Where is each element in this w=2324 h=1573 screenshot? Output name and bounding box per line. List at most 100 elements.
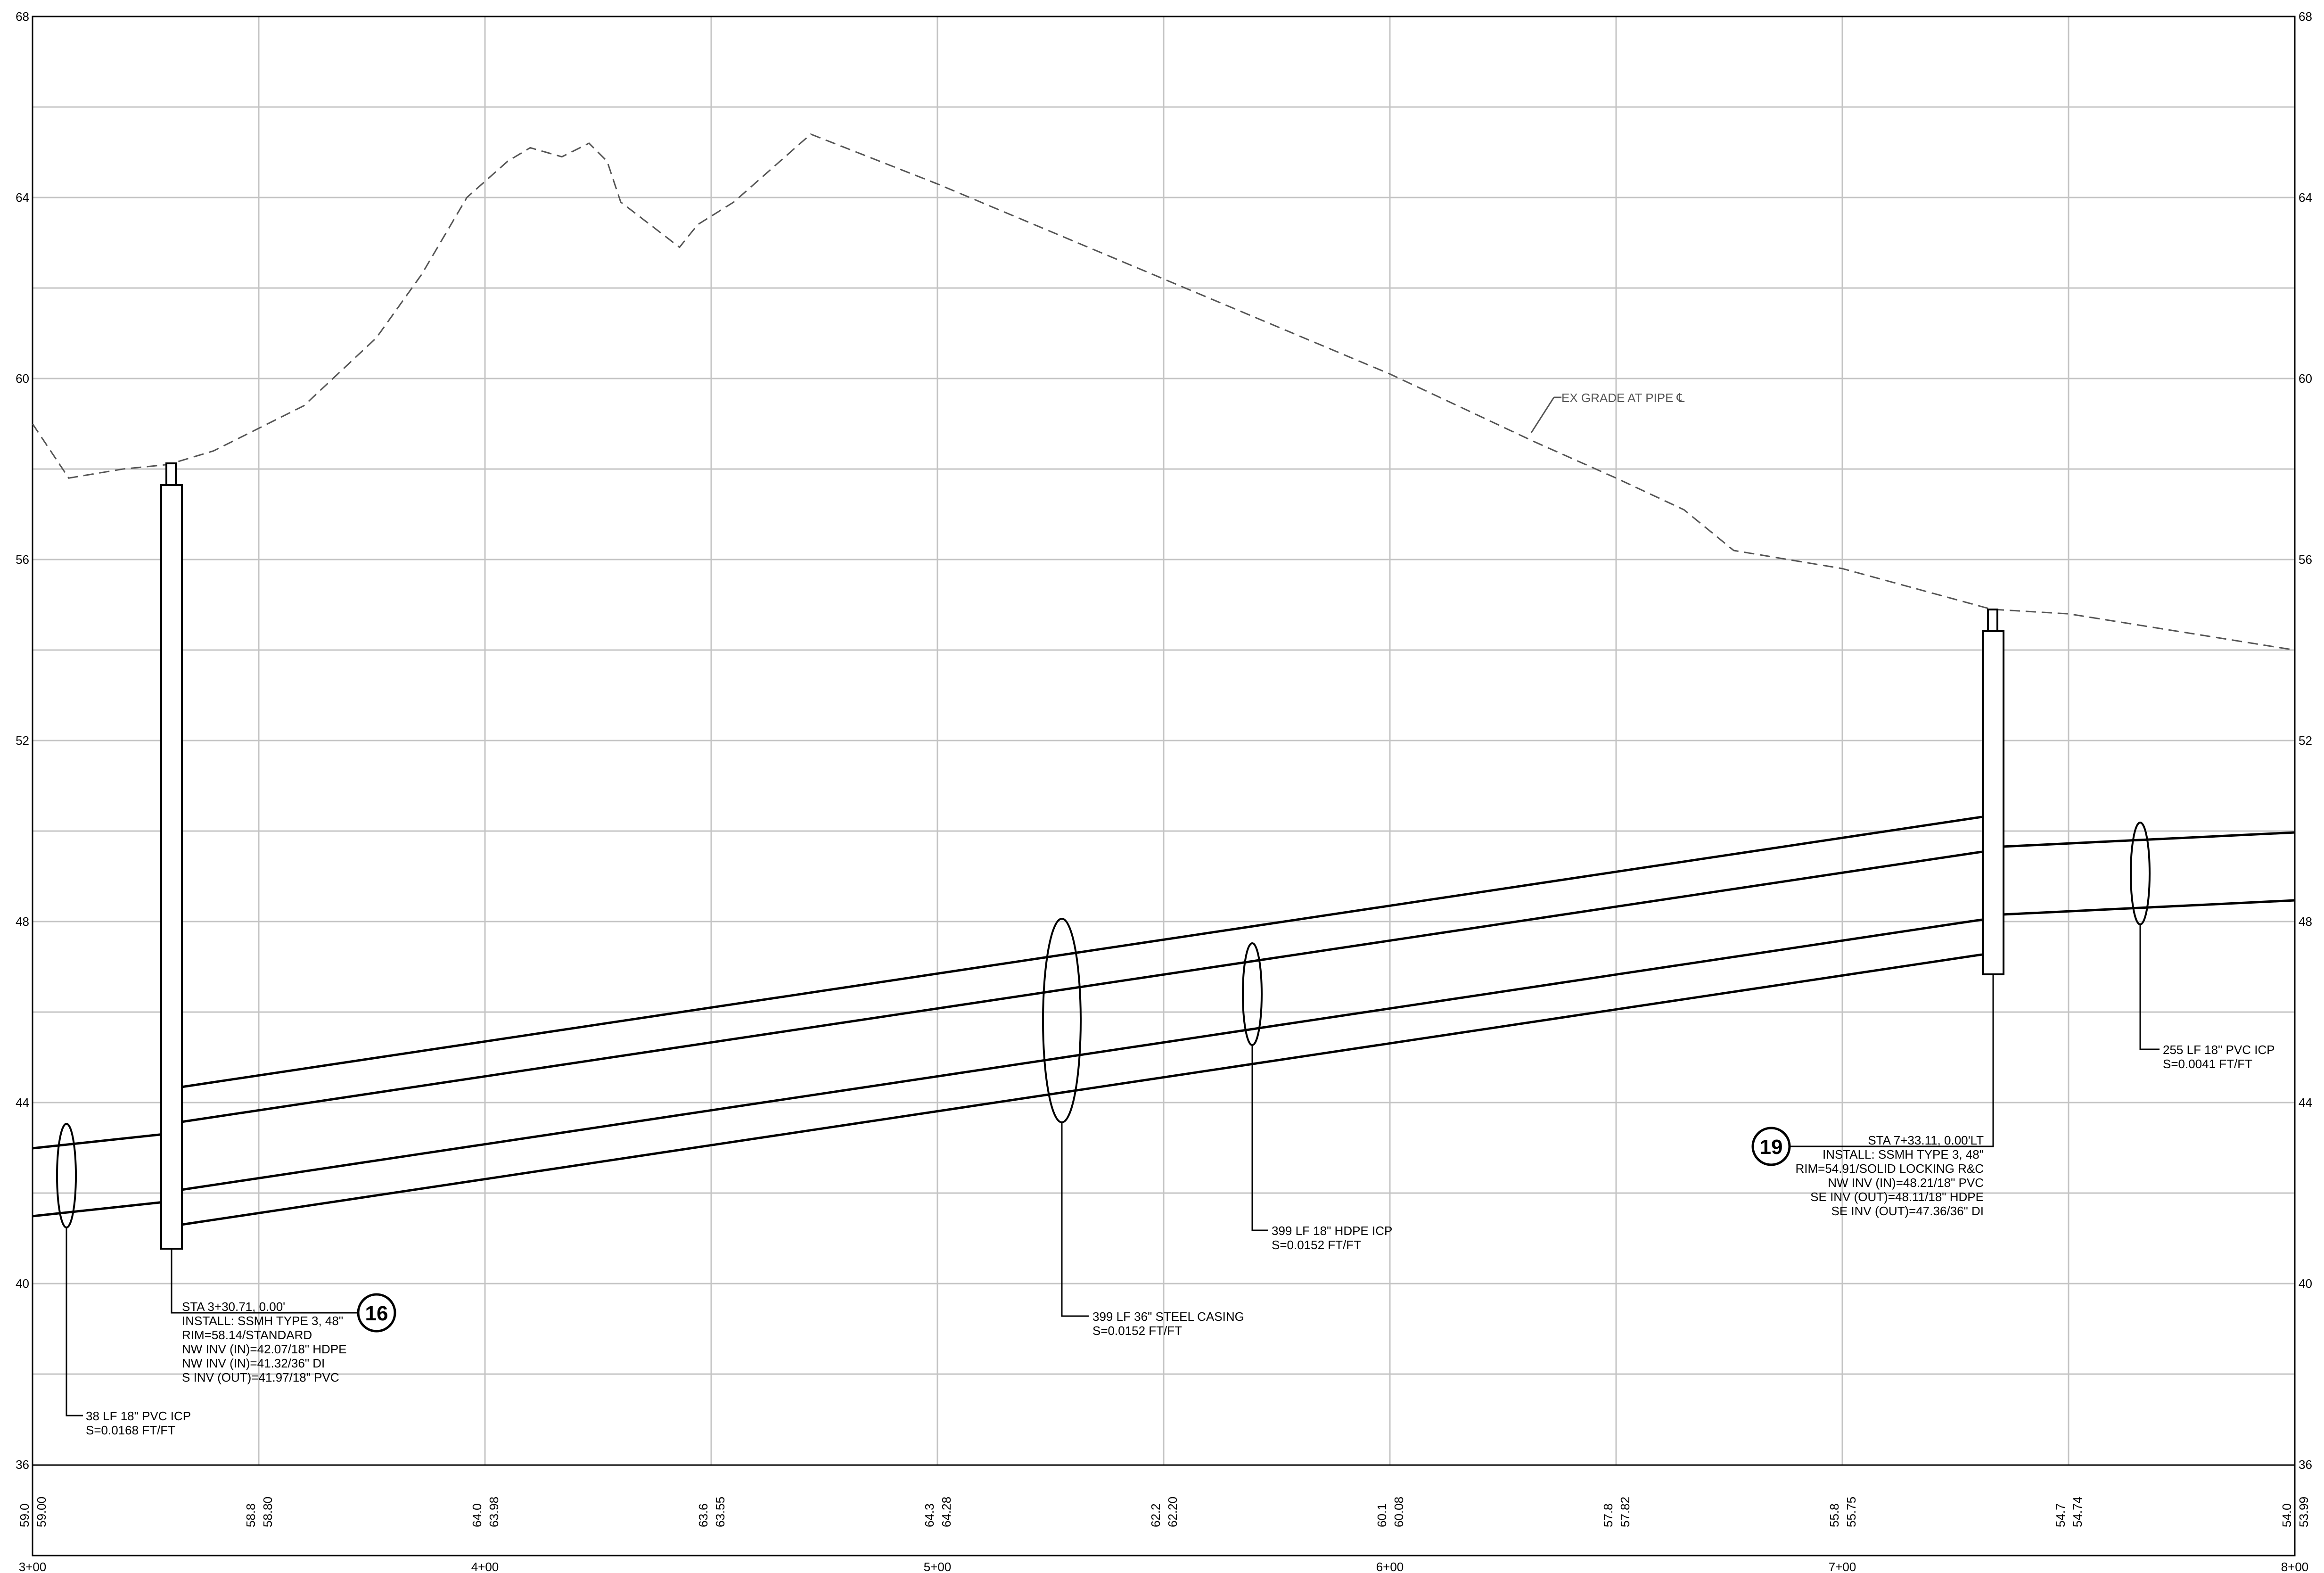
annotation-mh16-line: S INV (OUT)=41.97/18" PVC [182,1370,339,1384]
elev-label-40-right: 40 [2299,1277,2312,1291]
existing-grade-value: 55.8 [1827,1503,1841,1527]
manhole-19-number: 19 [1760,1136,1783,1159]
annotation-mh16-line: RIM=58.14/STANDARD [182,1328,312,1342]
existing-grade-value: 58.8 [244,1503,258,1527]
station-label-7: 7+00 [1829,1560,1856,1573]
annotation-mh19-line: INSTALL: SSMH TYPE 3, 48" [1823,1147,1984,1161]
elev-label-64-right: 64 [2299,190,2312,205]
pipes [32,815,2295,1226]
casing-36in-top [181,815,1982,1088]
annotation-38lf-line: S=0.0168 FT/FT [86,1423,175,1437]
elevation-labels-right: 68 64 60 56 52 48 44 40 36 [2299,9,2312,1472]
hdpe-18in-top [181,850,1982,1123]
existing-grade-value: 54.0 [2280,1503,2294,1527]
pvc-18in-east-top [2003,831,2295,848]
existing-grade-line [32,133,2295,651]
existing-grade-value: 64.0 [470,1503,484,1527]
leader-manhole-19 [1790,974,1994,1147]
annotation-38lf: 38 LF 18" PVC ICP S=0.0168 FT/FT [86,1409,191,1437]
station-label-4: 4+00 [471,1560,499,1573]
annotation-hdpe-line: S=0.0152 FT/FT [1272,1238,1361,1252]
leader-hdpe [1251,1045,1268,1231]
station-label-5: 5+00 [924,1560,952,1573]
proposed-grade-value: 64.28 [939,1497,953,1527]
annotation-manhole-16: STA 3+30.71, 0.00' INSTALL: SSMH TYPE 3,… [182,1300,347,1384]
proposed-grade-value: 55.75 [1844,1497,1858,1527]
annotation-38lf-line: 38 LF 18" PVC ICP [86,1409,191,1423]
leader-255lf [2139,924,2160,1050]
annotation-mh19-line: SE INV (OUT)=47.36/36" DI [1831,1204,1984,1218]
elev-label-40: 40 [16,1277,29,1291]
elev-label-60: 60 [16,371,29,386]
pipe-section-ellipse-255lf [2130,822,2151,925]
elev-label-56-right: 56 [2299,552,2312,567]
horizontal-grid [33,106,2295,1375]
existing-grade-value: 63.6 [696,1503,710,1527]
station-label-8: 8+00 [2281,1560,2309,1573]
manhole-19-barrel [1982,630,2004,975]
hdpe-18in-bottom [181,918,1982,1191]
annotation-mh19-line: NW INV (IN)=48.21/18" PVC [1828,1176,1984,1190]
annotation-casing-line: S=0.0152 FT/FT [1092,1324,1182,1338]
existing-grade-value: 62.2 [1149,1503,1163,1527]
proposed-grade-value: 59.00 [34,1497,49,1527]
proposed-grade-value: 63.98 [487,1497,501,1527]
pipe-18in-pvc-bottom [32,1199,182,1218]
casing-36in-bottom [181,953,1982,1226]
annotation-mh16-line: INSTALL: SSMH TYPE 3, 48" [182,1314,343,1328]
leader-38lf [66,1227,83,1417]
proposed-grade-value: 54.74 [2070,1497,2085,1527]
proposed-grade-value: 60.08 [1392,1497,1406,1527]
leader-manhole-16 [171,1249,357,1314]
elev-label-60-right: 60 [2299,371,2312,386]
elevation-labels-left: 68 64 60 56 52 48 44 40 36 [16,9,29,1472]
elev-label-68-right: 68 [2299,9,2312,24]
proposed-grade-values: 59.00 58.80 63.98 63.55 64.28 62.20 60.0… [34,1497,2311,1527]
annotation-hdpe: 399 LF 18" HDPE ICP S=0.0152 FT/FT [1272,1224,1392,1252]
manhole-19-bubble [1751,1127,1791,1166]
annotation-mh16-line: STA 3+30.71, 0.00' [182,1300,285,1314]
proposed-grade-value: 53.99 [2297,1497,2311,1527]
annotation-mh19-line: RIM=54.91/SOLID LOCKING R&C [1795,1161,1984,1176]
proposed-grade-value: 57.82 [1618,1497,1632,1527]
pipe-18in-pvc-top [32,1131,182,1150]
elev-label-36: 36 [16,1458,29,1472]
station-labels: 3+00 4+00 5+00 6+00 7+00 8+00 [19,1560,2309,1573]
existing-grade-value: 64.3 [922,1503,936,1527]
manhole-19-chimney [1987,609,1998,633]
annotation-casing: 399 LF 36" STEEL CASING S=0.0152 FT/FT [1092,1309,1244,1338]
proposed-grade-value: 58.80 [261,1497,275,1527]
manhole-16 [160,462,183,1250]
elevation-table [32,1464,2296,1557]
manhole-16-chimney [165,462,177,487]
elev-label-68: 68 [16,9,29,24]
existing-grade-value: 57.8 [1601,1503,1615,1527]
proposed-grade-value: 63.55 [713,1497,727,1527]
annotation-mh19-line: SE INV (OUT)=48.11/18" HDPE [1810,1190,1984,1204]
annotation-hdpe-line: 399 LF 18" HDPE ICP [1272,1224,1392,1238]
elev-label-44-right: 44 [2299,1095,2312,1110]
existing-grade-value: 59.0 [17,1503,32,1527]
elev-label-56: 56 [16,552,29,567]
elev-label-48: 48 [16,914,29,929]
elev-label-44: 44 [16,1095,29,1110]
proposed-grade-value: 62.20 [1166,1497,1180,1527]
elev-label-52-right: 52 [2299,733,2312,748]
annotation-mh19-line: STA 7+33.11, 0.00'LT [1868,1133,1984,1147]
annotation-mh16-line: NW INV (IN)=41.32/36" DI [182,1356,325,1370]
annotation-casing-line: 399 LF 36" STEEL CASING [1092,1309,1244,1324]
elev-label-52: 52 [16,733,29,748]
existing-grade-value: 60.1 [1375,1503,1389,1527]
leader-casing [1061,1122,1089,1317]
annotation-mh16-line: NW INV (IN)=42.07/18" HDPE [182,1342,347,1356]
elev-label-48-right: 48 [2299,914,2312,929]
station-label-3: 3+00 [19,1560,47,1573]
annotation-255lf-line: S=0.0041 FT/FT [2163,1057,2252,1071]
station-label-6: 6+00 [1376,1560,1404,1573]
elev-label-36-right: 36 [2299,1458,2312,1472]
annotation-255lf: 255 LF 18" PVC ICP S=0.0041 FT/FT [2163,1043,2275,1071]
grade-callout-leader [1530,397,1555,433]
annotation-255lf-line: 255 LF 18" PVC ICP [2163,1043,2275,1057]
existing-grade-value: 54.7 [2053,1503,2068,1527]
